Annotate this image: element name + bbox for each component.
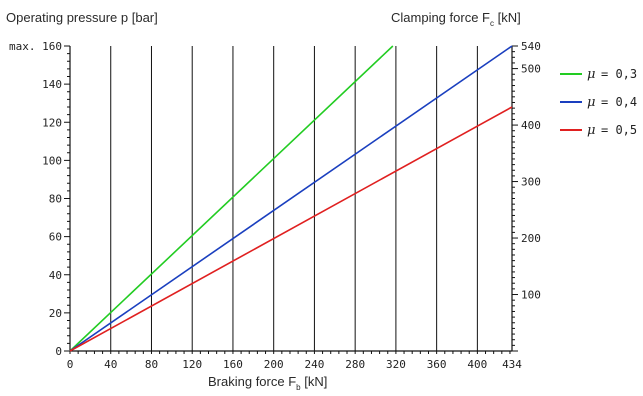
grid-lines <box>110 46 478 351</box>
y-right-tick-label-2: 300 <box>521 176 541 189</box>
x-tick-label-0: 0 <box>67 358 74 371</box>
x-tick-label-4: 160 <box>223 358 243 371</box>
legend-symbol-1: μ <box>587 95 595 110</box>
y-left-tick-label-5: 100 <box>42 154 62 167</box>
legend-label-1: = 0,4 <box>601 95 637 109</box>
y-left-tick-label-3: 60 <box>49 231 62 244</box>
y-right-tick-label-4: 500 <box>521 63 541 76</box>
x-tick-label-3: 120 <box>182 358 202 371</box>
y-right-tick-label-5: 540 <box>521 40 541 53</box>
x-tick-label-11: 434 <box>502 358 522 371</box>
series-line-0 <box>69 45 394 352</box>
legend-symbol-0: μ <box>587 67 595 82</box>
y-right-tick-label-3: 400 <box>521 119 541 132</box>
tick-labels: 0 40 80 120 160 200 240 280 320 360 400 434 0 20 40 60 8… <box>9 40 541 371</box>
x-tick-label-10: 400 <box>467 358 487 371</box>
y-axis-left-label: Operating pressure p [bar] <box>6 10 158 25</box>
y-left-tick-label-2: 40 <box>49 269 62 282</box>
x-tick-label-2: 80 <box>145 358 158 371</box>
y-axis-right-label: Clamping force Fc [kN] <box>391 10 521 28</box>
x-tick-label-8: 320 <box>386 358 406 371</box>
x-tick-label-5: 200 <box>264 358 284 371</box>
axes <box>64 45 518 354</box>
legend: μ = 0,3 μ = 0,4 μ = 0,5 <box>560 67 637 138</box>
y-right-tick-label-1: 200 <box>521 232 541 245</box>
y-right-tick-label-0: 100 <box>521 289 541 302</box>
x-tick-label-1: 40 <box>104 358 117 371</box>
x-tick-label-6: 240 <box>304 358 324 371</box>
legend-symbol-2: μ <box>587 123 595 138</box>
y-left-tick-label-4: 80 <box>49 193 62 206</box>
y-left-tick-label-6: 120 <box>42 116 62 129</box>
x-tick-label-7: 280 <box>345 358 365 371</box>
x-axis-label: Braking force Fb [kN] <box>208 374 328 392</box>
y-left-tick-label-7: 140 <box>42 78 62 91</box>
legend-label-2: = 0,5 <box>601 123 637 137</box>
y-left-tick-label-0: 0 <box>55 345 62 358</box>
y-left-tick-label-8: max. 160 <box>9 40 62 53</box>
legend-label-0: = 0,3 <box>601 67 637 81</box>
series-line-1 <box>69 45 513 352</box>
series-layer <box>69 45 513 352</box>
series-line-2 <box>69 106 513 352</box>
y-left-tick-label-1: 20 <box>49 307 62 320</box>
x-tick-label-9: 360 <box>427 358 447 371</box>
